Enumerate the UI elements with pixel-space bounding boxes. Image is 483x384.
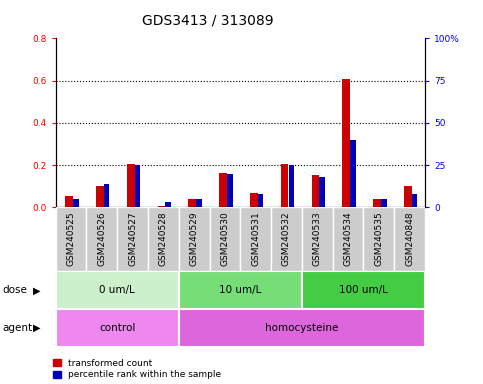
Bar [65, 196, 73, 207]
Bar [342, 79, 350, 207]
Text: agent: agent [2, 323, 32, 333]
Bar [188, 199, 196, 207]
Bar [227, 174, 233, 207]
Text: GSM240532: GSM240532 [282, 212, 291, 266]
Text: GSM240848: GSM240848 [405, 212, 414, 266]
Text: GSM240533: GSM240533 [313, 212, 322, 266]
Text: GSM240529: GSM240529 [190, 212, 199, 266]
Bar [86, 207, 117, 271]
Text: GSM240528: GSM240528 [159, 212, 168, 266]
Bar [96, 186, 104, 207]
Bar [319, 177, 325, 207]
Bar [148, 207, 179, 271]
Bar [350, 140, 356, 207]
Bar [104, 184, 110, 207]
Bar [179, 271, 302, 309]
Bar [312, 175, 319, 207]
Text: GSM240531: GSM240531 [251, 212, 260, 266]
Text: ▶: ▶ [33, 323, 41, 333]
Text: GSM240526: GSM240526 [97, 212, 106, 266]
Bar [271, 207, 302, 271]
Bar [157, 206, 165, 207]
Bar [179, 309, 425, 347]
Text: control: control [99, 323, 135, 333]
Bar [333, 207, 364, 271]
Text: GSM240534: GSM240534 [343, 212, 353, 266]
Bar [412, 194, 417, 207]
Text: 0 um/L: 0 um/L [99, 285, 135, 295]
Text: 100 um/L: 100 um/L [339, 285, 388, 295]
Bar [258, 194, 263, 207]
Text: ▶: ▶ [33, 285, 41, 295]
Legend: transformed count, percentile rank within the sample: transformed count, percentile rank withi… [53, 359, 221, 379]
Bar [117, 207, 148, 271]
Bar [281, 164, 288, 207]
Bar [135, 165, 140, 207]
Text: GSM240535: GSM240535 [374, 212, 384, 266]
Bar [381, 199, 386, 207]
Bar [56, 207, 86, 271]
Bar [219, 172, 227, 207]
Text: GSM240530: GSM240530 [220, 212, 229, 266]
Bar [250, 193, 258, 207]
Bar [179, 207, 210, 271]
Text: 10 um/L: 10 um/L [219, 285, 261, 295]
Bar [127, 164, 135, 207]
Bar [394, 207, 425, 271]
Bar [73, 199, 79, 207]
Text: dose: dose [2, 285, 28, 295]
Bar [56, 309, 179, 347]
Bar [364, 207, 394, 271]
Bar [56, 271, 179, 309]
Bar [240, 207, 271, 271]
Bar [210, 207, 240, 271]
Text: GSM240525: GSM240525 [67, 212, 75, 266]
Bar [196, 199, 202, 207]
Text: GSM240527: GSM240527 [128, 212, 137, 266]
Bar [404, 186, 412, 207]
Bar [289, 165, 294, 207]
Text: homocysteine: homocysteine [265, 323, 339, 333]
Bar [166, 202, 171, 207]
Text: GDS3413 / 313089: GDS3413 / 313089 [142, 13, 273, 27]
Bar [373, 199, 381, 207]
Bar [302, 207, 333, 271]
Bar [302, 271, 425, 309]
